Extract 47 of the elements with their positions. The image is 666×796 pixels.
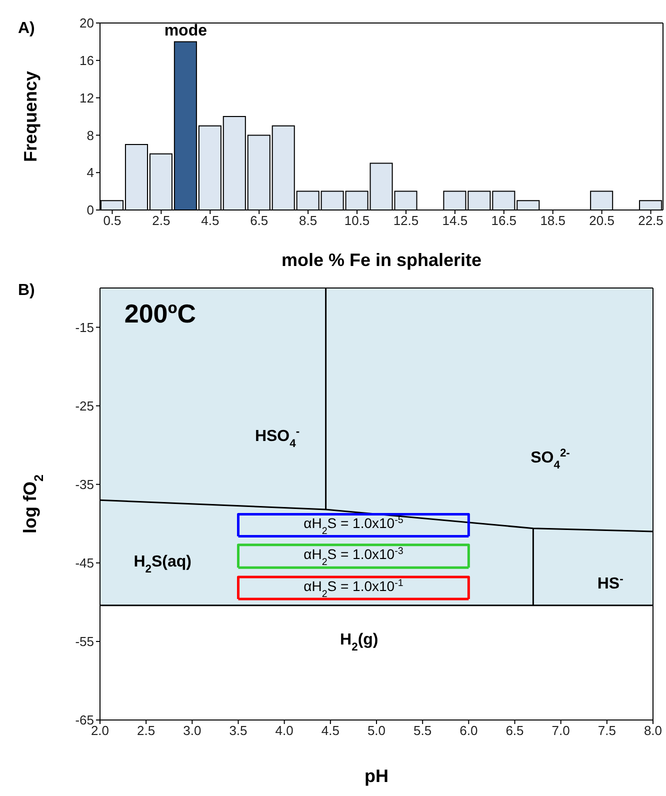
chart-title: A) — [18, 20, 35, 38]
x-axis-title: mole % Fe in sphalerite — [281, 250, 482, 270]
x-tick-label: 7.5 — [598, 723, 616, 738]
x-tick-label: 4.5 — [201, 213, 220, 228]
x-tick-label: 3.0 — [183, 723, 202, 738]
y-tick-label: 20 — [80, 16, 94, 31]
y-tick-label: 0 — [86, 202, 94, 218]
x-tick-label: 20.5 — [589, 213, 614, 228]
x-tick-label: 8.5 — [299, 213, 318, 228]
series-label: αH$_{2}$S = 1.0x10$^{-3}$ — [304, 546, 404, 568]
x-tick-label: 8.0 — [644, 723, 662, 738]
x-tick-label: 18.5 — [540, 213, 566, 228]
y-tick-label: 16 — [80, 53, 94, 68]
y-tick-label: -15 — [75, 320, 94, 335]
x-tick-label: 2.5 — [137, 723, 156, 738]
y-tick-label: -55 — [75, 634, 94, 650]
x-tick-label: 12.5 — [393, 213, 419, 228]
x-tick-label: 3.5 — [229, 723, 248, 738]
x-tick-label: 16.5 — [491, 213, 517, 228]
x-axis-title: pH — [364, 766, 388, 786]
x-tick-label: 4.0 — [275, 723, 294, 738]
y-tick-label: -25 — [75, 398, 94, 414]
annotation: HS$^{-}$ — [597, 573, 624, 592]
annotation: H$_{2}$S(aq) — [134, 554, 192, 576]
y-axis-title: Frequency — [20, 70, 40, 162]
annotation: 200ºC — [124, 298, 196, 329]
x-tick-label: 4.5 — [321, 723, 340, 738]
annotation: mode — [164, 22, 208, 40]
x-tick-label: 5.0 — [367, 723, 386, 738]
x-tick-label: 22.5 — [638, 213, 664, 228]
x-tick-label: 6.0 — [460, 723, 478, 738]
y-tick-label: 8 — [86, 128, 94, 143]
y-tick-label: -35 — [75, 476, 94, 492]
x-tick-label: 2.5 — [152, 213, 170, 228]
y-tick-label: 4 — [86, 165, 94, 180]
annotation: H$_{2}$(g) — [340, 632, 378, 654]
y-tick-label: -45 — [75, 556, 94, 571]
x-tick-label: 10.5 — [344, 213, 370, 228]
x-tick-label: 14.5 — [442, 213, 468, 228]
y-tick-label: 12 — [80, 90, 94, 106]
x-tick-label: 5.5 — [414, 723, 432, 738]
chart-title: B) — [18, 282, 35, 300]
series-label: αH$_{2}$S = 1.0x10$^{-1}$ — [304, 578, 404, 600]
x-tick-label: 6.5 — [506, 723, 524, 738]
x-tick-label: 6.5 — [250, 213, 268, 228]
x-tick-label: 0.5 — [103, 213, 122, 228]
x-tick-label: 7.0 — [552, 723, 570, 738]
